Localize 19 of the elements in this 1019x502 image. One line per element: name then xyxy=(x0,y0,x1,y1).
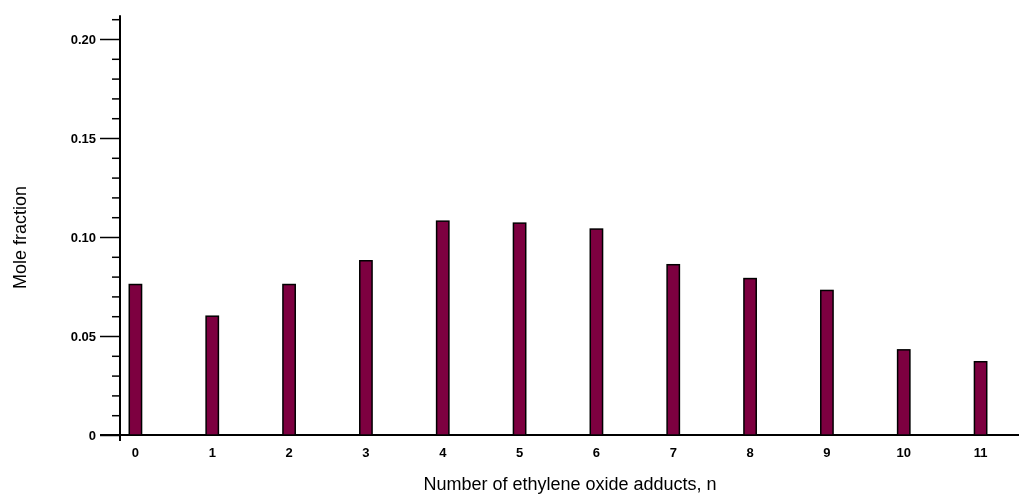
x-tick-label: 0 xyxy=(131,445,140,460)
y-tick-label: 0.15 xyxy=(70,130,96,146)
x-tick-label: 3 xyxy=(362,445,370,460)
x-tick-label: 2 xyxy=(285,445,293,460)
x-tick-label: 6 xyxy=(592,445,601,460)
x-tick-label: 4 xyxy=(439,445,448,460)
x-tick-label: 7 xyxy=(669,445,677,460)
y-tick-label: 0 xyxy=(88,427,96,443)
x-tick-label: 9 xyxy=(823,445,831,460)
y-tick-label: 0.20 xyxy=(70,31,96,47)
x-tick-label: 1 xyxy=(208,445,216,460)
x-tick-label: 10 xyxy=(896,445,911,460)
y-tick-label: 0.05 xyxy=(70,328,96,344)
x-tick-label: 5 xyxy=(515,445,524,460)
y-tick-label: 0.10 xyxy=(70,229,96,245)
x-tick-label: 11 xyxy=(973,445,988,460)
x-axis-title: Number of ethylene oxide adducts, n xyxy=(423,474,717,494)
x-tick-label: 8 xyxy=(746,445,754,460)
y-axis-title: Mole fraction xyxy=(10,185,30,290)
